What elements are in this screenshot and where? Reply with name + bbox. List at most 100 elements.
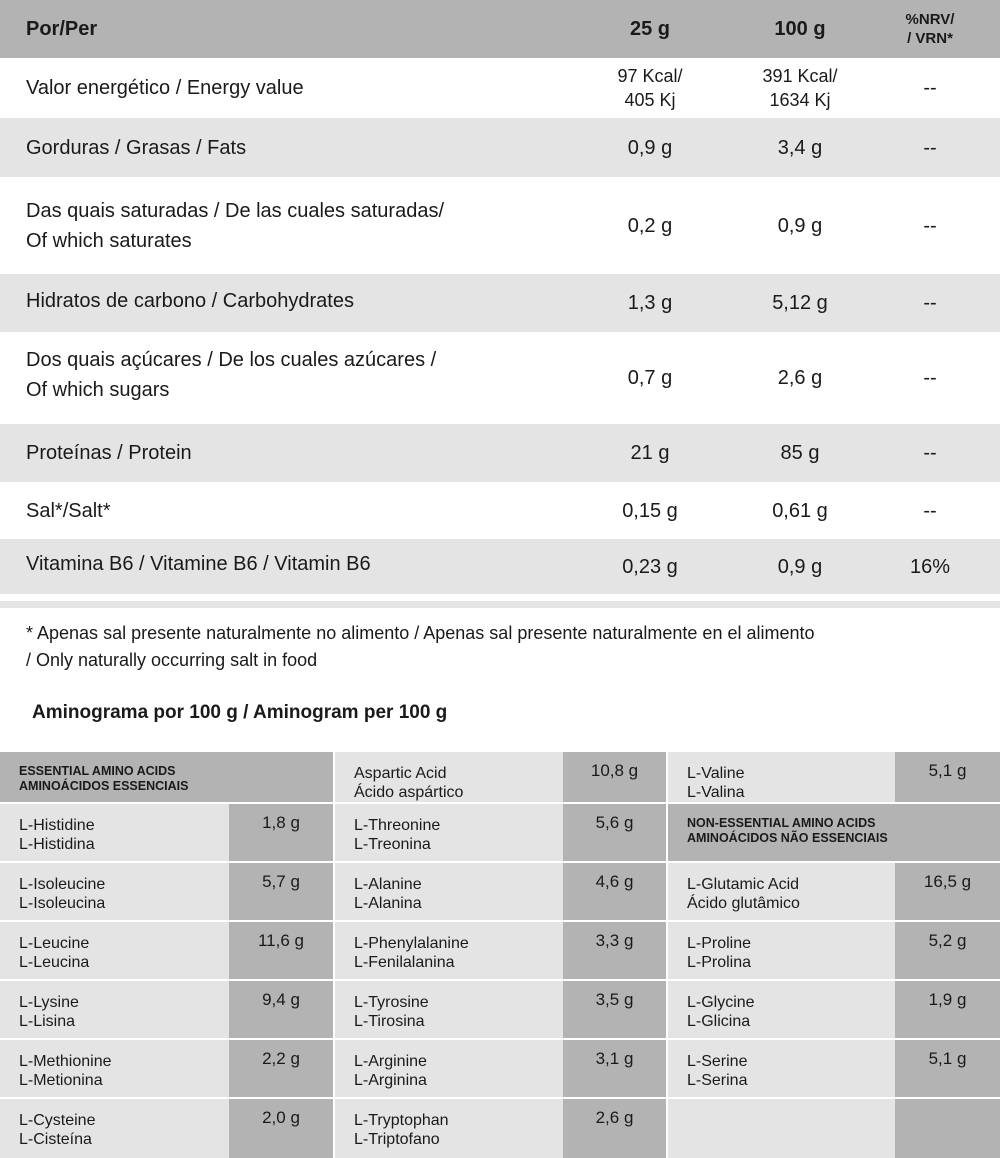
value-nrv: -- xyxy=(923,292,937,314)
name-en: L-Leucine xyxy=(19,935,90,952)
name-pt: L-Isoleucina xyxy=(19,895,106,912)
amino-acid-value: 3,5 g xyxy=(563,981,666,1038)
name-en: L-Glutamic Acid xyxy=(687,876,800,893)
amino-acid-value: 2,6 g xyxy=(563,1099,666,1158)
name-en: L-Histidine xyxy=(19,817,95,834)
value-25g: 0,7 g xyxy=(627,367,673,389)
value-25g: 0,23 g xyxy=(622,555,678,578)
amino-acid-name: L-Arginine L-Arginina xyxy=(335,1040,563,1097)
name-en: L-Tryptophan xyxy=(354,1112,449,1129)
name-pt: L-Serina xyxy=(687,1072,748,1089)
row-label: Sal*/Salt* xyxy=(26,499,111,522)
name-pt: L-Triptofano xyxy=(354,1131,440,1148)
empty-cell xyxy=(895,1099,1000,1158)
amino-acid-name: L-Methionine L-Metionina xyxy=(0,1040,229,1097)
value-25g: 0,9 g xyxy=(627,136,673,159)
amino-acid-name: L-Tyrosine L-Tirosina xyxy=(335,981,563,1038)
amino-acid-value: 11,6 g xyxy=(229,922,333,979)
row-label: Dos quais açúcares / De los cuales azúca… xyxy=(26,349,437,401)
name-en: L-Lysine xyxy=(19,994,79,1011)
name-en: L-Arginine xyxy=(354,1053,427,1070)
amino-acid-value: 2,0 g xyxy=(229,1099,333,1158)
value-nrv: -- xyxy=(923,367,937,389)
amino-acid-name: L-Leucine L-Leucina xyxy=(0,922,229,979)
amino-acid-value: 3,3 g xyxy=(563,922,666,979)
empty-cell xyxy=(668,1099,895,1158)
amino-acid-value: 5,7 g xyxy=(229,863,333,920)
value-100g: 391 Kcal/1634 Kj xyxy=(762,66,838,110)
name-en: L-Phenylalanine xyxy=(354,935,469,952)
header-25g: 25 g xyxy=(629,18,671,40)
name-pt: L-Alanina xyxy=(354,895,422,912)
amino-acid-name: L-Alanine L-Alanina xyxy=(335,863,563,920)
name-en: L-Serine xyxy=(687,1053,748,1070)
amino-acid-name: L-Glycine L-Glicina xyxy=(668,981,895,1038)
nutrition-header-row: Por/Per 25 g 100 g %NRV/ / VRN* xyxy=(0,0,1000,58)
amino-acid-name: L-Valine L-Valina xyxy=(668,752,895,802)
value-nrv: -- xyxy=(923,442,937,464)
amino-acid-value: 1,9 g xyxy=(895,981,1000,1038)
name-pt: Ácido aspártico xyxy=(354,784,464,801)
amino-acid-name: L-Tryptophan L-Triptofano xyxy=(335,1099,563,1158)
value-nrv: 16% xyxy=(909,555,951,578)
name-pt: L-Cisteína xyxy=(19,1131,92,1148)
name-en: L-Tyrosine xyxy=(354,994,429,1011)
essential-header: ESSENTIAL AMINO ACIDS AMINOÁCIDOS ESSENCI… xyxy=(0,752,333,802)
amino-acid-value: 5,1 g xyxy=(895,1040,1000,1097)
value-25g: 1,3 g xyxy=(627,292,673,314)
row-salt: Sal*/Salt* 0,15 g 0,61 g -- xyxy=(0,482,1000,539)
name-pt: L-Metionina xyxy=(19,1072,103,1089)
amino-acid-name: Aspartic Acid Ácido aspártico xyxy=(335,752,563,802)
name-pt: L-Arginina xyxy=(354,1072,427,1089)
amino-acid-name: L-Proline L-Prolina xyxy=(668,922,895,979)
value-25g: 0,2 g xyxy=(627,214,673,237)
name-en: L-Alanine xyxy=(354,876,422,893)
name-pt: L-Lisina xyxy=(19,1013,76,1030)
value-nrv: -- xyxy=(923,499,937,522)
name-pt: L-Leucina xyxy=(19,954,90,971)
name-pt: L-Valina xyxy=(687,784,745,801)
amino-acid-value: 10,8 g xyxy=(563,752,666,802)
row-label: Vitamina B6 / Vitamine B6 / Vitamin B6 xyxy=(26,553,371,575)
amino-acid-value: 2,2 g xyxy=(229,1040,333,1097)
value-100g: 2,6 g xyxy=(777,367,823,389)
name-pt: L-Prolina xyxy=(687,954,752,971)
nrv-line2: / VRN* xyxy=(907,30,953,47)
name-en: L-Valine xyxy=(687,765,745,782)
amino-acid-name: L-Cysteine L-Cisteína xyxy=(0,1099,229,1158)
value-25g: 0,15 g xyxy=(622,499,678,522)
nrv-line1: %NRV/ xyxy=(905,11,955,28)
name-en: L-Proline xyxy=(687,935,752,952)
value-nrv: -- xyxy=(923,136,937,159)
amino-acid-value: 9,4 g xyxy=(229,981,333,1038)
value-100g: 5,12 g xyxy=(772,292,828,314)
divider xyxy=(0,601,1000,608)
header-per: Por/Per xyxy=(26,18,98,40)
header-100g: 100 g xyxy=(774,18,826,40)
value-100g: 0,9 g xyxy=(777,214,823,237)
amino-acid-value: 4,6 g xyxy=(563,863,666,920)
row-sugars: Dos quais açúcares / De los cuales azúca… xyxy=(0,332,1000,424)
row-carbohydrates: Hidratos de carbono / Carbohydrates 1,3 … xyxy=(0,274,1000,332)
value-100g: 85 g xyxy=(780,442,820,464)
amino-acid-name: L-Isoleucine L-Isoleucina xyxy=(0,863,229,920)
row-label: Valor energético / Energy value xyxy=(26,77,304,99)
amino-acid-value: 5,2 g xyxy=(895,922,1000,979)
footnote: * Apenas sal presente naturalmente no al… xyxy=(26,623,815,670)
name-en: L-Methionine xyxy=(19,1053,112,1070)
value-100g: 0,61 g xyxy=(772,499,828,522)
value-nrv: -- xyxy=(923,214,937,237)
value-nrv: -- xyxy=(923,77,937,99)
name-pt: L-Glicina xyxy=(687,1013,751,1030)
row-energy: Valor energético / Energy value 97 Kcal/… xyxy=(0,58,1000,118)
amino-acid-value: 3,1 g xyxy=(563,1040,666,1097)
row-fats: Gorduras / Grasas / Fats 0,9 g 3,4 g -- xyxy=(0,118,1000,177)
name-pt: L-Tirosina xyxy=(354,1013,425,1030)
amino-acid-name: L-Lysine L-Lisina xyxy=(0,981,229,1038)
name-en: L-Isoleucine xyxy=(19,876,106,893)
value-100g: 0,9 g xyxy=(777,555,823,578)
amino-acid-name: L-Histidine L-Histidina xyxy=(0,804,229,861)
amino-acid-name: L-Threonine L-Treonina xyxy=(335,804,563,861)
row-protein: Proteínas / Protein 21 g 85 g -- xyxy=(0,424,1000,482)
